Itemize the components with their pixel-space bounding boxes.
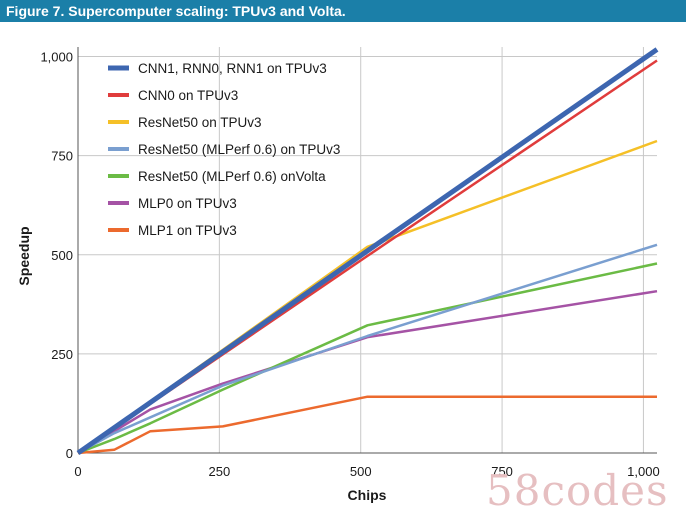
axes (77, 47, 657, 454)
series-line (77, 395, 657, 455)
x-tick-label: 500 (350, 464, 372, 479)
legend-label: ResNet50 on TPUv3 (138, 115, 262, 130)
figure-header: Figure 7. Supercomputer scaling: TPUv3 a… (0, 0, 686, 22)
y-axis-label: Speedup (16, 226, 32, 285)
series-lines (76, 47, 659, 456)
series-line (77, 243, 658, 455)
x-axis-label: Chips (348, 487, 387, 503)
y-tick-label: 500 (51, 248, 73, 263)
legend-label: ResNet50 (MLPerf 0.6) onVolta (138, 169, 326, 184)
y-tick-label: 0 (66, 446, 73, 461)
x-tick-label: 1,000 (627, 464, 660, 479)
x-tick-label: 0 (74, 464, 81, 479)
y-tick-label: 250 (51, 347, 73, 362)
series-line (77, 262, 658, 455)
legend-label: CNN1, RNN0, RNN1 on TPUv3 (138, 61, 327, 76)
x-tick-label: 750 (491, 464, 513, 479)
speedup-chart: 0 250 500 750 1,000 0 250 500 750 1,000 CNN1, RNN… (16, 47, 660, 503)
y-tick-label: 1,000 (40, 50, 73, 65)
legend-label: MLP1 on TPUv3 (138, 223, 237, 238)
legend-label: MLP0 on TPUv3 (138, 196, 237, 211)
legend-label: CNN0 on TPUv3 (138, 88, 238, 103)
figure-title: Figure 7. Supercomputer scaling: TPUv3 a… (6, 3, 346, 19)
watermark: 58codes (486, 466, 669, 515)
series-line (76, 47, 659, 456)
series-line (77, 289, 658, 455)
y-tick-label: 750 (51, 149, 73, 164)
x-tick-label: 250 (209, 464, 231, 479)
legend: CNN1, RNN0, RNN1 on TPUv3 CNN0 on TPUv3 Re… (108, 61, 340, 238)
tick-labels: 0 250 500 750 1,000 0 250 500 750 1,000 (40, 50, 659, 479)
legend-label: ResNet50 (MLPerf 0.6) on TPUv3 (138, 142, 340, 157)
series-line (77, 139, 658, 455)
